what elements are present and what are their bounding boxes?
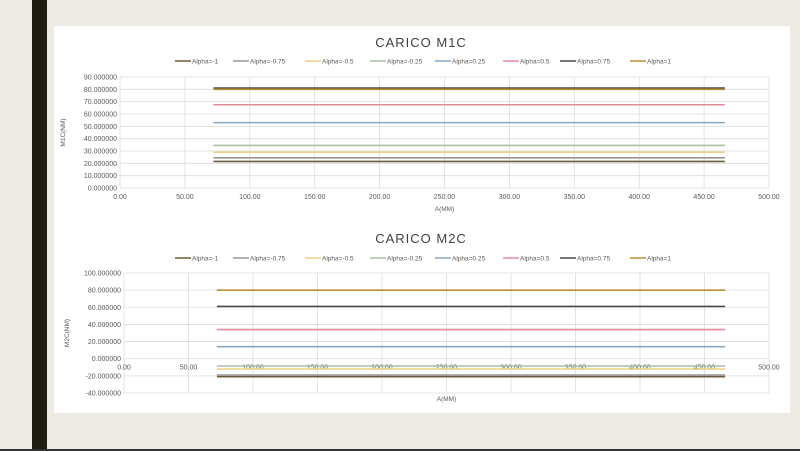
chart-title: CARICO M1C bbox=[375, 35, 467, 50]
y-axis-label: M2C(NM) bbox=[64, 319, 71, 347]
x-tick-label: 150.00 bbox=[304, 194, 326, 201]
x-tick-label: 0.00 bbox=[113, 194, 127, 201]
y-tick-label: 100.000000 bbox=[84, 271, 121, 278]
y-tick-label: 60.000000 bbox=[88, 305, 121, 312]
y-tick-label: 90.000000 bbox=[84, 75, 117, 82]
bottom-border bbox=[0, 449, 800, 451]
x-tick-label: 300.00 bbox=[499, 194, 521, 201]
y-tick-label: -40.000000 bbox=[86, 391, 122, 398]
legend-label: Alpha=-1 bbox=[192, 59, 219, 66]
legend-label: Alpha=-0.5 bbox=[322, 59, 354, 66]
y-tick-label: 40.000000 bbox=[84, 136, 117, 143]
y-tick-label: 0.000000 bbox=[92, 356, 121, 363]
legend-label: Alpha=-0.75 bbox=[250, 256, 286, 263]
legend-label: Alpha=0.75 bbox=[577, 59, 610, 66]
x-tick-label: 200.00 bbox=[369, 194, 391, 201]
y-tick-label: 40.000000 bbox=[88, 322, 121, 329]
chart-title: CARICO M2C bbox=[375, 231, 467, 246]
legend-label: Alpha=0.5 bbox=[520, 59, 550, 66]
y-tick-label: 70.000000 bbox=[84, 99, 117, 106]
legend-label: Alpha=0.75 bbox=[577, 256, 610, 263]
legend-label: Alpha=-0.25 bbox=[387, 256, 423, 263]
x-tick-label: 50.00 bbox=[180, 365, 198, 372]
x-tick-label: 250.00 bbox=[434, 194, 456, 201]
x-tick-label: 450.00 bbox=[693, 194, 715, 201]
legend-label: Alpha=1 bbox=[647, 256, 671, 263]
legend-label: Alpha=-1 bbox=[192, 256, 219, 263]
y-tick-label: 80.000000 bbox=[88, 288, 121, 295]
y-tick-label: 20.000000 bbox=[84, 161, 117, 168]
x-tick-label: 50.00 bbox=[176, 194, 194, 201]
y-tick-label: 80.000000 bbox=[84, 87, 117, 94]
legend-label: Alpha=0.25 bbox=[452, 59, 485, 66]
y-tick-label: 0.000000 bbox=[88, 186, 117, 193]
x-tick-label: 500.00 bbox=[758, 365, 780, 372]
x-tick-label: 500.00 bbox=[758, 194, 780, 201]
legend-label: Alpha=-0.75 bbox=[250, 59, 286, 66]
legend-label: Alpha=-0.25 bbox=[387, 59, 423, 66]
x-tick-label: 400.00 bbox=[628, 194, 650, 201]
legend-label: Alpha=0.25 bbox=[452, 256, 485, 263]
legend-label: Alpha=1 bbox=[647, 59, 671, 66]
x-tick-label: 0.00 bbox=[117, 365, 131, 372]
chart-panel bbox=[54, 26, 790, 413]
legend-label: Alpha=-0.5 bbox=[322, 256, 354, 263]
x-tick-label: 100.00 bbox=[239, 194, 261, 201]
y-tick-label: -20.000000 bbox=[86, 373, 122, 380]
slide-accent-bar bbox=[32, 0, 47, 451]
x-axis-label: A(MM) bbox=[437, 396, 457, 403]
y-tick-label: 10.000000 bbox=[84, 173, 117, 180]
y-tick-label: 60.000000 bbox=[84, 112, 117, 119]
y-tick-label: 30.000000 bbox=[84, 149, 117, 156]
y-tick-label: 50.000000 bbox=[84, 124, 117, 131]
x-tick-label: 350.00 bbox=[564, 194, 586, 201]
y-tick-label: 20.000000 bbox=[88, 339, 121, 346]
legend-label: Alpha=0.5 bbox=[520, 256, 550, 263]
x-axis-label: A(MM) bbox=[435, 206, 455, 213]
y-axis-label: M1C(NM) bbox=[60, 118, 67, 146]
